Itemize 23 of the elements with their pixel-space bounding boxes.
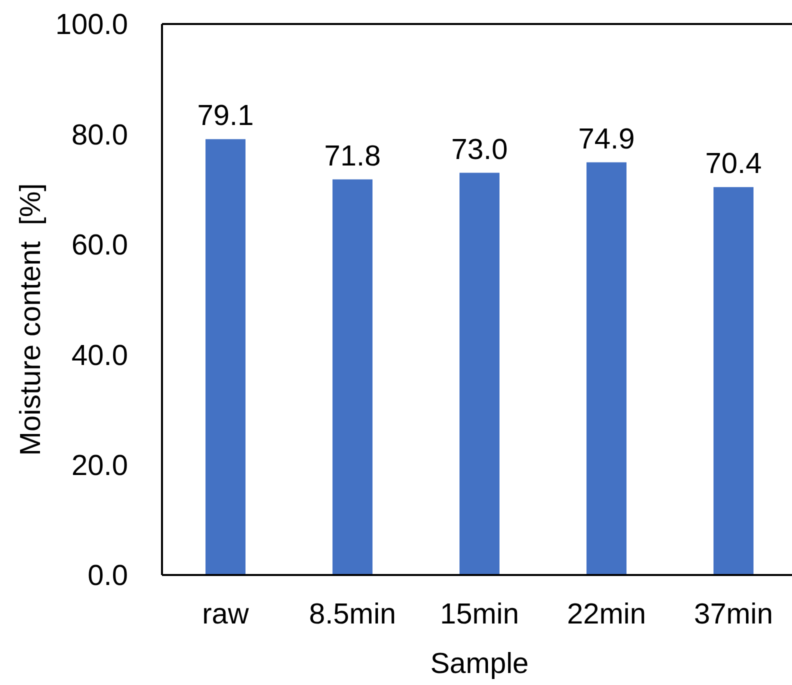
bar xyxy=(205,139,246,575)
x-tick-label: 37min xyxy=(694,598,773,631)
data-label: 71.8 xyxy=(324,140,381,172)
y-axis-title: Moisture content [%] xyxy=(15,183,47,456)
x-tick-label: 8.5min xyxy=(308,598,396,631)
x-tick-label: 15min xyxy=(440,598,519,631)
bar xyxy=(332,179,372,575)
bar xyxy=(713,187,754,575)
data-label: 79.1 xyxy=(197,100,254,132)
data-label: 70.4 xyxy=(705,148,762,180)
bar xyxy=(586,162,626,575)
x-axis-title: Sample xyxy=(430,648,529,680)
y-tick-label: 0.0 xyxy=(88,560,128,592)
y-tick-label: 20.0 xyxy=(72,450,128,482)
y-tick-label: 80.0 xyxy=(72,119,128,152)
x-tick-label: 22min xyxy=(567,598,646,631)
y-tick-label: 40.0 xyxy=(72,340,128,372)
data-label: 73.0 xyxy=(451,134,508,166)
data-label: 74.9 xyxy=(578,123,635,156)
x-tick-label: raw xyxy=(202,598,250,631)
y-tick-label: 60.0 xyxy=(72,230,128,262)
y-tick-label: 100.0 xyxy=(55,9,128,42)
bar xyxy=(459,172,500,575)
